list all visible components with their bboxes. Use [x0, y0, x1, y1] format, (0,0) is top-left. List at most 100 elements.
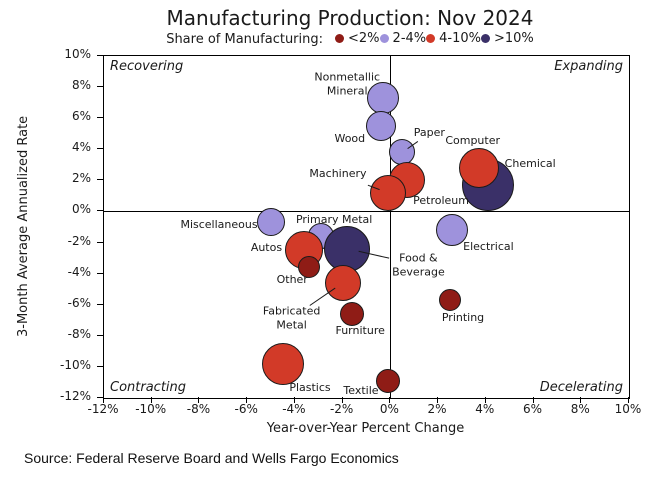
y-tick-label: -4%: [67, 264, 91, 279]
y-tick-label: 2%: [71, 171, 91, 186]
bubble-printing: [439, 289, 462, 312]
x-tick-label: -6%: [234, 402, 258, 416]
x-axis-title: Year-over-Year Percent Change: [266, 421, 465, 436]
legend-item-2: <2%: [335, 31, 380, 46]
legend-dot-icon: [426, 34, 436, 43]
y-tick-mark: [97, 365, 103, 367]
x-tick-label: -2%: [329, 402, 354, 416]
label-chemical: Chemical: [504, 157, 556, 171]
legend-item-label: 4-10%: [439, 31, 481, 46]
label-other: Other: [276, 273, 308, 287]
x-tick-label: 6%: [523, 402, 543, 416]
label-petroleum: Petroleum: [413, 194, 469, 208]
label-computer: Computer: [445, 134, 500, 148]
legend-item-label: >10%: [494, 31, 534, 46]
bubble-computer: [458, 147, 499, 188]
x-tick-label: -12%: [87, 402, 119, 416]
legend-item-10: >10%: [481, 31, 534, 46]
legend-item-4-10: 4-10%: [426, 31, 481, 46]
y-tick-label: 8%: [71, 78, 91, 93]
x-tick-label: 0%: [379, 402, 399, 416]
legend-items: <2% 2-4% 4-10% >10%: [335, 31, 534, 47]
label-furniture: Furniture: [335, 324, 385, 338]
x-tick-label: -4%: [282, 402, 306, 416]
legend-title: Share of Manufacturing:: [166, 31, 324, 47]
quadrant-label-recovering: Recovering: [110, 59, 184, 74]
y-tick-mark: [97, 241, 103, 243]
x-tick-mark: [246, 397, 248, 403]
label-paper: Paper: [413, 126, 445, 140]
quadrant-label-decelerating: Decelerating: [539, 380, 623, 395]
bubble-textile: [375, 368, 400, 393]
y-axis-title: 3-Month Average Annualized Rate: [16, 115, 31, 337]
plot-area: Recovering Expanding Contracting Deceler…: [103, 55, 630, 399]
bubble-miscellaneous: [257, 208, 286, 237]
bubble-nonmetallic-mineral: [367, 81, 400, 114]
label-fabricated-metal: Fabricated Metal: [262, 304, 321, 331]
x-tick-mark: [198, 397, 200, 403]
y-tick-label: -2%: [67, 233, 91, 248]
x-tick-label: -10%: [135, 402, 167, 416]
zero-line-vertical: [390, 56, 392, 398]
label-machinery: Machinery: [309, 166, 367, 180]
y-tick-mark: [97, 86, 103, 88]
x-tick-mark: [103, 397, 104, 403]
y-tick-mark: [97, 179, 103, 181]
bubble-plastics: [261, 342, 304, 385]
bubble-electrical: [436, 214, 469, 247]
y-tick-mark: [97, 272, 103, 274]
bubble-furniture: [340, 302, 365, 327]
x-tick-mark: [628, 397, 629, 403]
bubble-wood: [365, 110, 396, 141]
y-tick-mark: [97, 303, 103, 305]
y-tick-mark: [97, 334, 103, 336]
x-tick-mark: [580, 397, 582, 403]
y-tick-label: -12%: [59, 389, 91, 403]
y-tick-mark: [97, 397, 103, 398]
label-plastics: Plastics: [289, 380, 331, 394]
label-textile: Textile: [343, 384, 379, 398]
label-miscellaneous: Miscellaneous: [180, 218, 258, 232]
legend-dot-icon: [379, 34, 389, 43]
x-tick-mark: [532, 397, 534, 403]
y-tick-label: 0%: [71, 202, 91, 217]
bubble-food-beverage: [324, 225, 371, 272]
y-tick-label: 6%: [71, 109, 91, 124]
bubble-other: [298, 256, 321, 279]
x-tick-label: -8%: [186, 402, 211, 416]
legend-dot-icon: [481, 34, 490, 43]
label-nonmetallic-mineral: Nonmetallic Mineral: [314, 70, 381, 97]
label-printing: Printing: [441, 311, 485, 325]
legend-item-label: <2%: [348, 31, 380, 46]
y-tick-label: -10%: [59, 357, 91, 372]
label-wood: Wood: [334, 132, 366, 146]
legend-item-label: 2-4%: [392, 31, 427, 46]
label-food-beverage: Food & Beverage: [392, 251, 445, 278]
label-autos: Autos: [250, 241, 283, 255]
zero-line-horizontal: [104, 211, 629, 213]
quadrant-label-contracting: Contracting: [110, 380, 187, 395]
x-tick-mark: [389, 397, 391, 403]
x-tick-mark: [484, 397, 486, 403]
x-tick-mark: [437, 397, 439, 403]
y-tick-label: -6%: [67, 295, 91, 310]
label-electrical: Electrical: [463, 240, 514, 254]
x-tick-mark: [293, 397, 295, 403]
x-tick-label: 10%: [614, 402, 642, 416]
chart-title: Manufacturing Production: Nov 2024: [166, 6, 534, 30]
legend-item-2-4: 2-4%: [379, 31, 427, 46]
y-tick-mark: [97, 117, 103, 119]
y-tick-mark: [97, 55, 103, 56]
x-tick-label: 8%: [570, 402, 590, 416]
y-tick-mark: [97, 210, 103, 212]
quadrant-label-expanding: Expanding: [554, 59, 623, 74]
label-primary-metal: Primary Metal: [295, 213, 373, 227]
y-tick-label: -8%: [67, 326, 91, 341]
y-tick-mark: [97, 148, 103, 150]
legend-dot-icon: [335, 34, 345, 43]
y-tick-label: 10%: [64, 47, 91, 61]
x-tick-mark: [150, 397, 152, 403]
share-legend: Share of Manufacturing: <2% 2-4% 4-10% >10%: [50, 31, 650, 47]
bubble-fabricated-metal: [324, 264, 361, 301]
